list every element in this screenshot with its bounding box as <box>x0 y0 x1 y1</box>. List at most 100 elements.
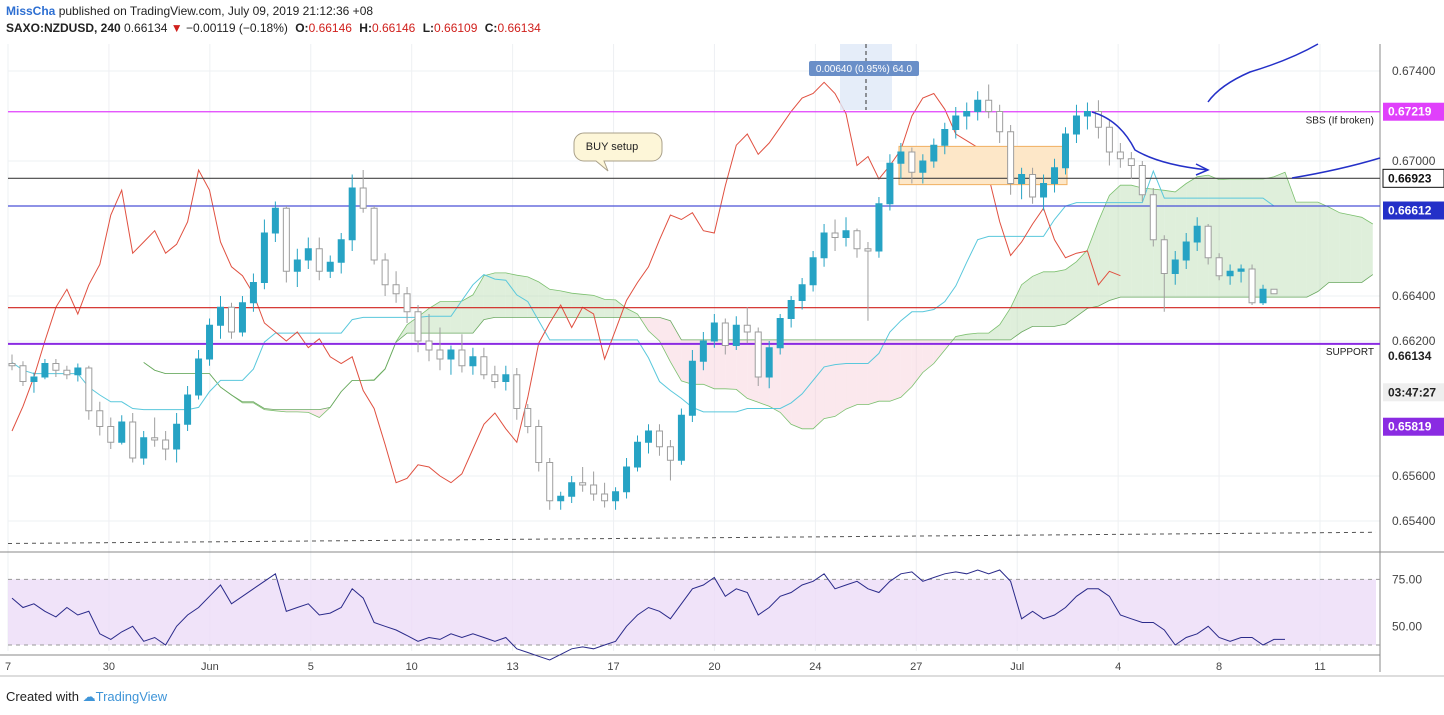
price-change: −0.00119 (−0.18%) <box>186 21 288 35</box>
candle <box>1105 120 1113 166</box>
candle <box>1226 264 1234 285</box>
candle-body <box>491 374 499 382</box>
cloud-red-segment <box>867 339 879 405</box>
candle <box>458 334 466 373</box>
cloud-green-segment <box>977 333 989 340</box>
candle <box>908 147 916 184</box>
candle <box>238 296 246 337</box>
cloud-green-segment <box>1054 269 1066 327</box>
dashed-trendline <box>7 531 1377 544</box>
rsi-tick: 50.00 <box>1392 619 1422 633</box>
price-tick: 0.67000 <box>1392 154 1436 168</box>
candle <box>271 201 279 242</box>
cloud-green-segment <box>1350 215 1362 283</box>
cloud-green-segment <box>988 324 1000 340</box>
candle-body <box>743 324 751 333</box>
rsi-line <box>11 569 1285 661</box>
candle-body <box>1204 225 1212 259</box>
cloud-green-segment <box>1186 176 1198 298</box>
candle <box>1160 235 1168 312</box>
measure-label: 0.00640 (0.95%) 64.0 <box>816 64 913 75</box>
candle-body <box>458 349 466 367</box>
symbol-name[interactable]: SAXO:NZDUSD, 240 <box>6 21 121 35</box>
candle <box>173 413 181 463</box>
price-label-sbs-text: 0.67219 <box>1388 105 1432 119</box>
candle-body <box>535 426 543 463</box>
candle <box>217 296 225 339</box>
candle <box>162 431 170 461</box>
price-label-blue-text: 0.66612 <box>1388 204 1432 218</box>
candle <box>666 440 674 481</box>
candle <box>282 206 290 283</box>
price-label-sbs: 0.67219 <box>1383 102 1444 121</box>
candle-body <box>195 358 203 396</box>
candles <box>8 84 1278 510</box>
candle-body <box>227 306 235 333</box>
time-tick: 17 <box>607 661 619 673</box>
candle-body <box>96 410 104 427</box>
time-tick: 24 <box>809 661 821 673</box>
candle <box>985 84 993 119</box>
candle <box>107 417 115 449</box>
candle-body <box>798 284 806 301</box>
open-value: 0.66146 <box>308 21 352 35</box>
candle <box>1193 217 1201 251</box>
candle <box>1248 264 1256 305</box>
candle <box>721 318 729 355</box>
price-label-current: 0.66134 <box>1383 346 1444 365</box>
candle-body <box>1215 257 1223 277</box>
cloud-green-segment <box>1230 179 1242 298</box>
footer-brand[interactable]: TradingView <box>95 689 168 704</box>
candle <box>1204 224 1212 265</box>
cloud-green-segment <box>516 275 528 318</box>
candle <box>579 467 587 492</box>
candle-body <box>809 257 817 286</box>
kijun-line <box>11 169 1275 413</box>
high-label: H: <box>359 21 372 35</box>
author-name[interactable]: MissCha <box>6 4 56 18</box>
candle <box>359 170 367 213</box>
candle-body <box>513 374 521 409</box>
candle <box>842 217 850 247</box>
time-tick: 11 <box>1314 661 1325 673</box>
footer-prefix: Created with <box>6 689 79 704</box>
candle <box>151 417 159 447</box>
candle <box>184 386 192 431</box>
candle <box>996 104 1004 143</box>
cloud-green-segment <box>1284 172 1296 298</box>
cloud-green-segment <box>999 307 1011 340</box>
price-label-purple-bg <box>1383 417 1444 436</box>
price-label-current-text: 0.66134 <box>1388 349 1432 363</box>
candle-body <box>107 426 115 443</box>
candle <box>1040 174 1048 211</box>
candle-body <box>173 423 181 450</box>
candle-body <box>1160 239 1168 274</box>
time-tick: 30 <box>103 661 115 673</box>
cloud-green-segment <box>461 294 473 334</box>
cloud-green-segment <box>494 272 506 318</box>
candle <box>1029 167 1037 204</box>
candle <box>524 404 532 434</box>
support-label: SUPPORT <box>1326 347 1374 358</box>
cloud-green-segment <box>1241 179 1253 298</box>
low-label: L: <box>422 21 435 35</box>
candle <box>864 242 872 321</box>
candle-body <box>304 248 312 261</box>
buy-setup-text: BUY setup <box>586 141 638 153</box>
cloud-green-segment <box>593 295 605 318</box>
candle <box>85 365 93 420</box>
projection-line-up <box>1207 43 1319 103</box>
candle-body <box>293 259 301 272</box>
price-label-purple-text: 0.65819 <box>1388 420 1432 434</box>
candle <box>326 255 334 278</box>
candle-body <box>74 367 82 376</box>
candle-body <box>579 482 587 486</box>
projection-line-mid <box>1291 157 1381 179</box>
close-label: C: <box>484 21 498 35</box>
candle <box>414 305 422 353</box>
candle-body <box>952 115 960 130</box>
candle-body <box>184 394 192 425</box>
price-label-countdown-text: 03:47:27 <box>1388 385 1436 399</box>
cloud-green-segment <box>560 290 572 318</box>
